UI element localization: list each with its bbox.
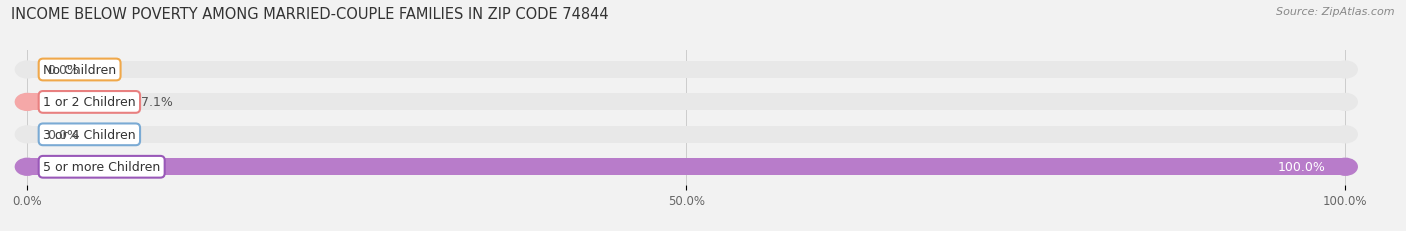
Text: Source: ZipAtlas.com: Source: ZipAtlas.com <box>1277 7 1395 17</box>
Ellipse shape <box>15 159 39 175</box>
Ellipse shape <box>1333 159 1357 175</box>
Ellipse shape <box>15 94 39 111</box>
Text: 3 or 4 Children: 3 or 4 Children <box>44 128 136 141</box>
Bar <box>27 159 1346 175</box>
Ellipse shape <box>15 62 39 79</box>
Bar <box>27 159 1346 175</box>
Text: 5 or more Children: 5 or more Children <box>44 161 160 173</box>
Ellipse shape <box>1333 62 1357 79</box>
Ellipse shape <box>1333 94 1357 111</box>
Ellipse shape <box>1333 159 1357 175</box>
Ellipse shape <box>15 126 39 143</box>
Ellipse shape <box>15 94 39 111</box>
Ellipse shape <box>15 159 39 175</box>
Ellipse shape <box>1333 126 1357 143</box>
Bar <box>27 94 1346 111</box>
Text: 1 or 2 Children: 1 or 2 Children <box>44 96 136 109</box>
Text: No Children: No Children <box>44 64 117 77</box>
Bar <box>27 62 1346 79</box>
Text: 100.0%: 100.0% <box>1278 161 1326 173</box>
Text: INCOME BELOW POVERTY AMONG MARRIED-COUPLE FAMILIES IN ZIP CODE 74844: INCOME BELOW POVERTY AMONG MARRIED-COUPL… <box>11 7 609 22</box>
Text: 0.0%: 0.0% <box>46 64 79 77</box>
Ellipse shape <box>110 94 132 111</box>
Bar <box>27 94 121 111</box>
Text: 0.0%: 0.0% <box>46 128 79 141</box>
Bar <box>27 126 1346 143</box>
Text: 7.1%: 7.1% <box>141 96 173 109</box>
